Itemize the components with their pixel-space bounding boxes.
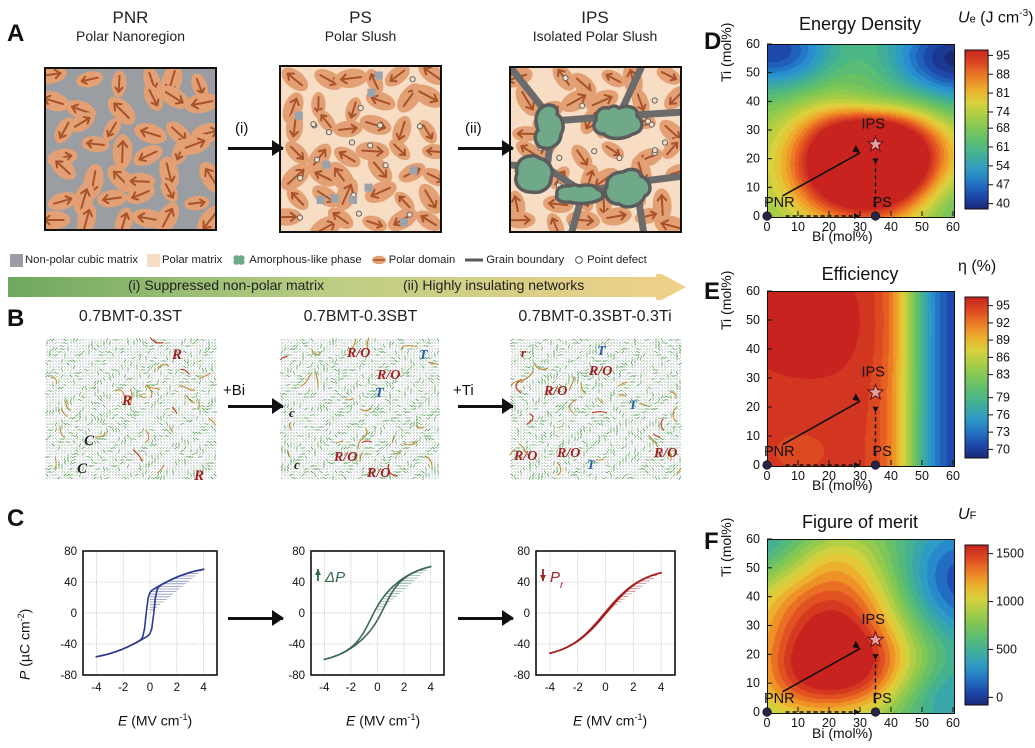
svg-text:R: R [171, 347, 182, 363]
svg-text:R: R [193, 468, 204, 481]
svg-text:C: C [84, 433, 95, 449]
svg-text:R: R [121, 393, 132, 409]
svg-text:C: C [77, 461, 88, 477]
